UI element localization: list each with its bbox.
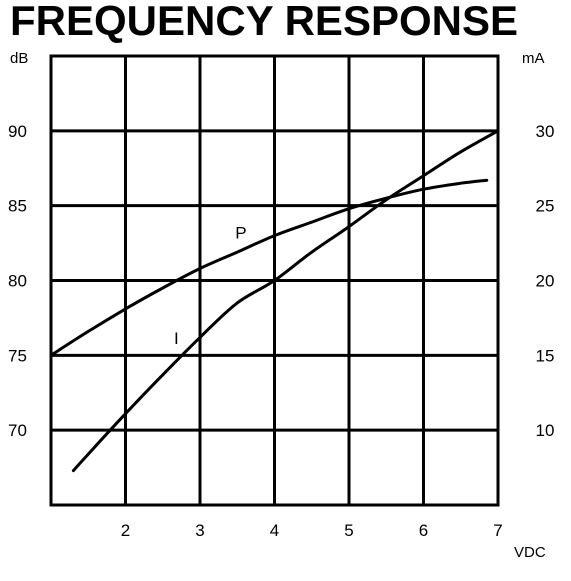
y-right-tick-label: 25 bbox=[536, 197, 555, 216]
plot-border bbox=[49, 54, 500, 507]
y-right-tick-label: 15 bbox=[536, 346, 555, 365]
x-tick-label: 4 bbox=[270, 521, 279, 540]
chart-title: FREQUENCY RESPONSE bbox=[10, 0, 518, 44]
left-axis-unit-label: dB bbox=[10, 50, 28, 67]
right-axis-unit-label: mA bbox=[522, 50, 545, 67]
y-left-tick-label: 80 bbox=[8, 272, 27, 291]
series-line-i bbox=[71, 129, 500, 473]
y-left-tick-label: 75 bbox=[8, 346, 27, 365]
x-tick-label: 3 bbox=[195, 521, 204, 540]
series-lines: PI bbox=[49, 129, 500, 473]
x-axis-unit-label: VDC bbox=[514, 544, 546, 561]
x-tick-label: 7 bbox=[493, 521, 502, 540]
plot-frame bbox=[49, 54, 500, 507]
y-right-tick-label: 30 bbox=[536, 122, 555, 141]
y-left-tick-label: 70 bbox=[8, 421, 27, 440]
grid bbox=[51, 56, 498, 505]
x-tick-label: 2 bbox=[121, 521, 130, 540]
y-left-tick-label: 85 bbox=[8, 197, 27, 216]
series-label-i: I bbox=[174, 329, 179, 348]
series-line-p bbox=[49, 178, 489, 357]
y-left-tick-label: 90 bbox=[8, 122, 27, 141]
x-tick-label: 6 bbox=[419, 521, 428, 540]
tick-labels: 2 3 4 5 6 7 70 75 80 85 90 10 15 20 25 30 bbox=[8, 122, 554, 540]
series-label-p: P bbox=[235, 223, 246, 242]
x-tick-label: 5 bbox=[344, 521, 353, 540]
y-right-tick-label: 20 bbox=[536, 272, 555, 291]
y-right-tick-label: 10 bbox=[536, 421, 555, 440]
